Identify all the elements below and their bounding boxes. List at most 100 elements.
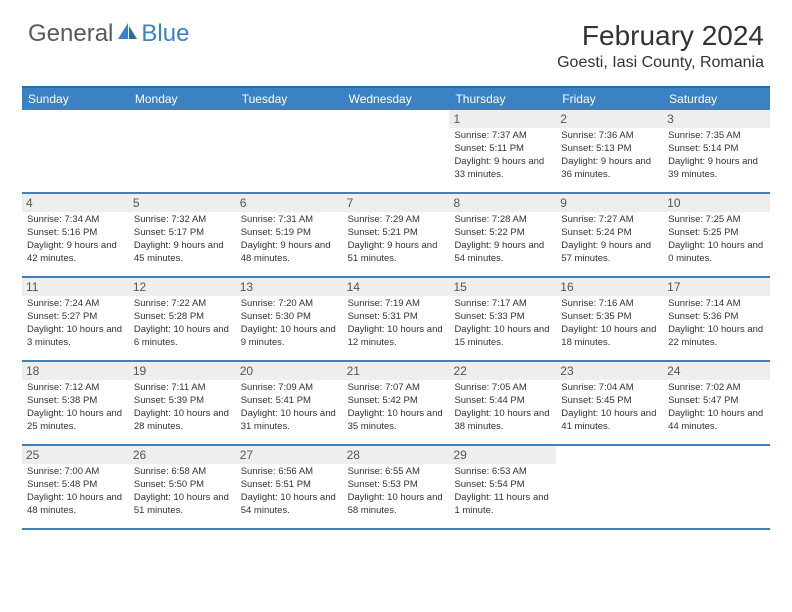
logo-text-blue: Blue [141, 20, 189, 48]
day-body: Sunrise: 7:05 AMSunset: 5:44 PMDaylight:… [454, 382, 551, 433]
sunset-text: Sunset: 5:30 PM [241, 311, 338, 324]
sunset-text: Sunset: 5:21 PM [348, 227, 445, 240]
day-body: Sunrise: 6:53 AMSunset: 5:54 PMDaylight:… [454, 466, 551, 517]
daylight-text: Daylight: 10 hours and 35 minutes. [348, 408, 445, 434]
day-number: 3 [663, 110, 770, 128]
day-number: 12 [129, 278, 236, 296]
day-cell: 2 Sunrise: 7:36 AMSunset: 5:13 PMDaylight… [556, 110, 663, 192]
daylight-text: Daylight: 9 hours and 39 minutes. [668, 156, 765, 182]
day-number: 27 [236, 446, 343, 464]
day-number: 4 [22, 194, 129, 212]
logo: General Blue [28, 20, 189, 48]
sunset-text: Sunset: 5:31 PM [348, 311, 445, 324]
day-number: 17 [663, 278, 770, 296]
day-number: 11 [22, 278, 129, 296]
day-body: Sunrise: 7:04 AMSunset: 5:45 PMDaylight:… [561, 382, 658, 433]
sunset-text: Sunset: 5:47 PM [668, 395, 765, 408]
sunrise-text: Sunrise: 6:53 AM [454, 466, 551, 479]
day-body: Sunrise: 7:02 AMSunset: 5:47 PMDaylight:… [668, 382, 765, 433]
day-body: Sunrise: 7:31 AMSunset: 5:19 PMDaylight:… [241, 214, 338, 265]
day-body: Sunrise: 7:07 AMSunset: 5:42 PMDaylight:… [348, 382, 445, 433]
day-cell: 22 Sunrise: 7:05 AMSunset: 5:44 PMDayligh… [449, 362, 556, 444]
day-number: 2 [556, 110, 663, 128]
day-body: Sunrise: 6:58 AMSunset: 5:50 PMDaylight:… [134, 466, 231, 517]
month-title: February 2024 [557, 20, 764, 52]
sunrise-text: Sunrise: 6:58 AM [134, 466, 231, 479]
daylight-text: Daylight: 9 hours and 33 minutes. [454, 156, 551, 182]
day-cell [22, 110, 129, 192]
day-number: 7 [343, 194, 450, 212]
day-body: Sunrise: 7:16 AMSunset: 5:35 PMDaylight:… [561, 298, 658, 349]
day-cell: 10Sunrise: 7:25 AMSunset: 5:25 PMDayligh… [663, 194, 770, 276]
day-body: Sunrise: 7:32 AMSunset: 5:17 PMDaylight:… [134, 214, 231, 265]
day-body: Sunrise: 7:37 AMSunset: 5:11 PMDaylight:… [454, 130, 551, 181]
day-body: Sunrise: 7:36 AMSunset: 5:13 PMDaylight:… [561, 130, 658, 181]
sunset-text: Sunset: 5:14 PM [668, 143, 765, 156]
daylight-text: Daylight: 11 hours and 1 minute. [454, 492, 551, 518]
day-body: Sunrise: 6:55 AMSunset: 5:53 PMDaylight:… [348, 466, 445, 517]
sunrise-text: Sunrise: 7:19 AM [348, 298, 445, 311]
day-cell: 16Sunrise: 7:16 AMSunset: 5:35 PMDayligh… [556, 278, 663, 360]
day-header-sat: Saturday [663, 88, 770, 110]
day-number: 28 [343, 446, 450, 464]
week-row: 1Sunrise: 7:37 AMSunset: 5:11 PMDaylight… [22, 110, 770, 194]
sunrise-text: Sunrise: 7:29 AM [348, 214, 445, 227]
sunset-text: Sunset: 5:24 PM [561, 227, 658, 240]
sunrise-text: Sunrise: 7:00 AM [27, 466, 124, 479]
day-number: 22 [449, 362, 556, 380]
sunset-text: Sunset: 5:17 PM [134, 227, 231, 240]
sunset-text: Sunset: 5:50 PM [134, 479, 231, 492]
sunset-text: Sunset: 5:36 PM [668, 311, 765, 324]
sunrise-text: Sunrise: 7:17 AM [454, 298, 551, 311]
day-header-fri: Friday [556, 88, 663, 110]
day-cell [236, 110, 343, 192]
day-body: Sunrise: 7:24 AMSunset: 5:27 PMDaylight:… [27, 298, 124, 349]
day-header-thu: Thursday [449, 88, 556, 110]
day-cell: 15Sunrise: 7:17 AMSunset: 5:33 PMDayligh… [449, 278, 556, 360]
daylight-text: Daylight: 10 hours and 15 minutes. [454, 324, 551, 350]
daylight-text: Daylight: 9 hours and 48 minutes. [241, 240, 338, 266]
sunset-text: Sunset: 5:44 PM [454, 395, 551, 408]
day-number: 10 [663, 194, 770, 212]
sunrise-text: Sunrise: 7:27 AM [561, 214, 658, 227]
day-number: 26 [129, 446, 236, 464]
sunrise-text: Sunrise: 7:34 AM [27, 214, 124, 227]
sunrise-text: Sunrise: 7:20 AM [241, 298, 338, 311]
daylight-text: Daylight: 10 hours and 0 minutes. [668, 240, 765, 266]
day-cell: 20Sunrise: 7:09 AMSunset: 5:41 PMDayligh… [236, 362, 343, 444]
daylight-text: Daylight: 9 hours and 42 minutes. [27, 240, 124, 266]
day-cell: 5Sunrise: 7:32 AMSunset: 5:17 PMDaylight… [129, 194, 236, 276]
sunset-text: Sunset: 5:22 PM [454, 227, 551, 240]
day-cell: 18Sunrise: 7:12 AMSunset: 5:38 PMDayligh… [22, 362, 129, 444]
day-number: 20 [236, 362, 343, 380]
day-header-tue: Tuesday [236, 88, 343, 110]
daylight-text: Daylight: 10 hours and 22 minutes. [668, 324, 765, 350]
day-header-mon: Monday [129, 88, 236, 110]
day-cell: 29 Sunrise: 6:53 AMSunset: 5:54 PMDayligh… [449, 446, 556, 528]
day-number: 24 [663, 362, 770, 380]
day-number: 14 [343, 278, 450, 296]
daylight-text: Daylight: 10 hours and 54 minutes. [241, 492, 338, 518]
day-number: 13 [236, 278, 343, 296]
day-body: Sunrise: 7:17 AMSunset: 5:33 PMDaylight:… [454, 298, 551, 349]
daylight-text: Daylight: 9 hours and 45 minutes. [134, 240, 231, 266]
day-body: Sunrise: 7:35 AMSunset: 5:14 PMDaylight:… [668, 130, 765, 181]
day-cell: 27Sunrise: 6:56 AMSunset: 5:51 PMDayligh… [236, 446, 343, 528]
day-cell: 23Sunrise: 7:04 AMSunset: 5:45 PMDayligh… [556, 362, 663, 444]
day-cell: 19Sunrise: 7:11 AMSunset: 5:39 PMDayligh… [129, 362, 236, 444]
sunrise-text: Sunrise: 7:16 AM [561, 298, 658, 311]
day-body: Sunrise: 7:22 AMSunset: 5:28 PMDaylight:… [134, 298, 231, 349]
daylight-text: Daylight: 10 hours and 12 minutes. [348, 324, 445, 350]
day-cell: 11 Sunrise: 7:24 AMSunset: 5:27 PMDayligh… [22, 278, 129, 360]
day-cell: 25Sunrise: 7:00 AMSunset: 5:48 PMDayligh… [22, 446, 129, 528]
sunset-text: Sunset: 5:39 PM [134, 395, 231, 408]
day-cell: 13Sunrise: 7:20 AMSunset: 5:30 PMDayligh… [236, 278, 343, 360]
weeks-container: 1Sunrise: 7:37 AMSunset: 5:11 PMDaylight… [22, 110, 770, 530]
sunrise-text: Sunrise: 7:05 AM [454, 382, 551, 395]
page-header: General Blue February 2024 Goesti, Iasi … [0, 0, 792, 80]
week-row: 25Sunrise: 7:00 AMSunset: 5:48 PMDayligh… [22, 446, 770, 530]
day-number: 29 [449, 446, 556, 464]
sunrise-text: Sunrise: 6:56 AM [241, 466, 338, 479]
day-number: 21 [343, 362, 450, 380]
sunset-text: Sunset: 5:11 PM [454, 143, 551, 156]
